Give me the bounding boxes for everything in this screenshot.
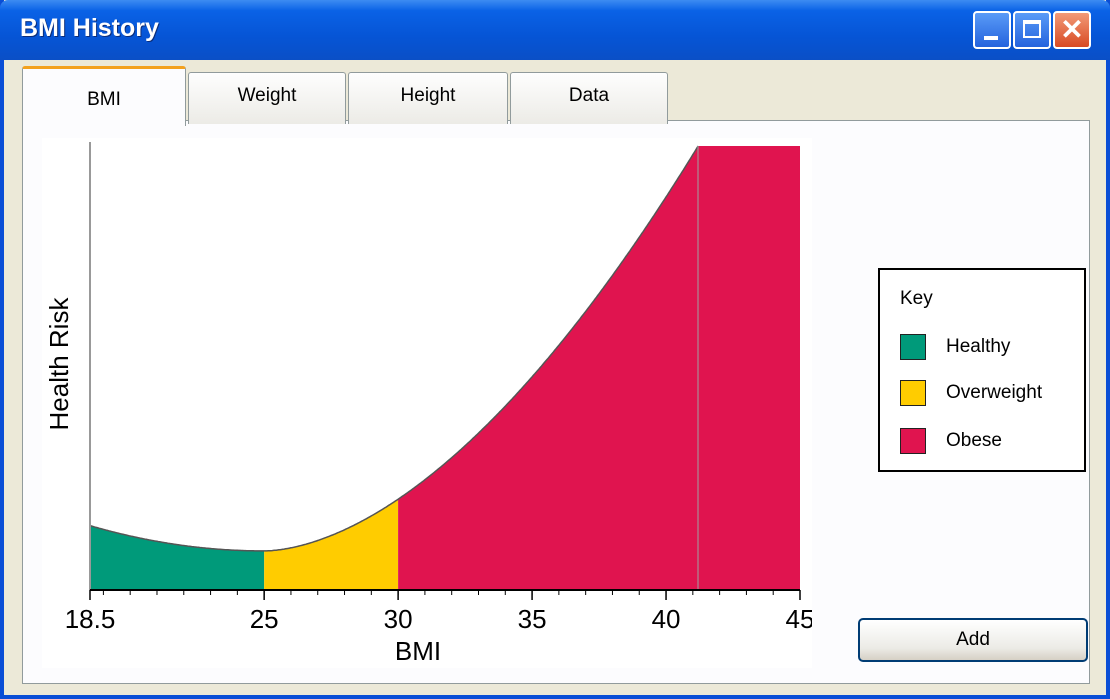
area-healthy (90, 525, 265, 590)
legend-label-obese: Obese (946, 430, 1002, 451)
tab-data[interactable]: Data (510, 72, 668, 124)
legend-swatch-obese (900, 428, 926, 454)
title-bar[interactable]: BMI History ✕ (0, 0, 1110, 60)
minimize-button[interactable] (973, 11, 1011, 49)
chart-legend: Key Healthy Overweight Obese (878, 268, 1086, 472)
legend-label-overweight: Overweight (946, 382, 1043, 403)
legend-swatch-healthy (900, 334, 926, 360)
x-tick-label: 18.5 (65, 604, 116, 634)
x-tick-label: 30 (384, 604, 413, 634)
area-overweight (264, 499, 399, 590)
tab-bmi[interactable]: BMI (22, 66, 186, 126)
add-button[interactable]: Add (858, 618, 1088, 662)
chart-area: 18.5 25 30 35 40 45 BMI Health Risk (42, 138, 814, 668)
bmi-chart: 18.5 25 30 35 40 45 BMI Health Risk (44, 142, 814, 666)
x-tick-label: 40 (652, 604, 681, 634)
tab-height[interactable]: Height (348, 72, 508, 124)
area-obese (398, 146, 800, 590)
x-tick-label: 25 (250, 604, 279, 634)
legend-title: Key (900, 288, 933, 309)
legend-swatch-overweight (900, 380, 926, 406)
close-icon: ✕ (1060, 14, 1084, 45)
minimize-icon (984, 36, 998, 40)
legend-label-healthy: Healthy (946, 336, 1011, 357)
x-tick-label: 45 (786, 604, 812, 634)
x-tick-label: 35 (518, 604, 547, 634)
tab-weight[interactable]: Weight (188, 72, 346, 124)
risk-curve (89, 145, 699, 552)
maximize-icon (1023, 20, 1041, 38)
maximize-button[interactable] (1013, 11, 1051, 49)
window-title: BMI History (20, 14, 159, 42)
x-axis-label: BMI (395, 636, 441, 666)
close-button[interactable]: ✕ (1053, 11, 1091, 49)
y-axis-label: Health Risk (44, 297, 74, 431)
